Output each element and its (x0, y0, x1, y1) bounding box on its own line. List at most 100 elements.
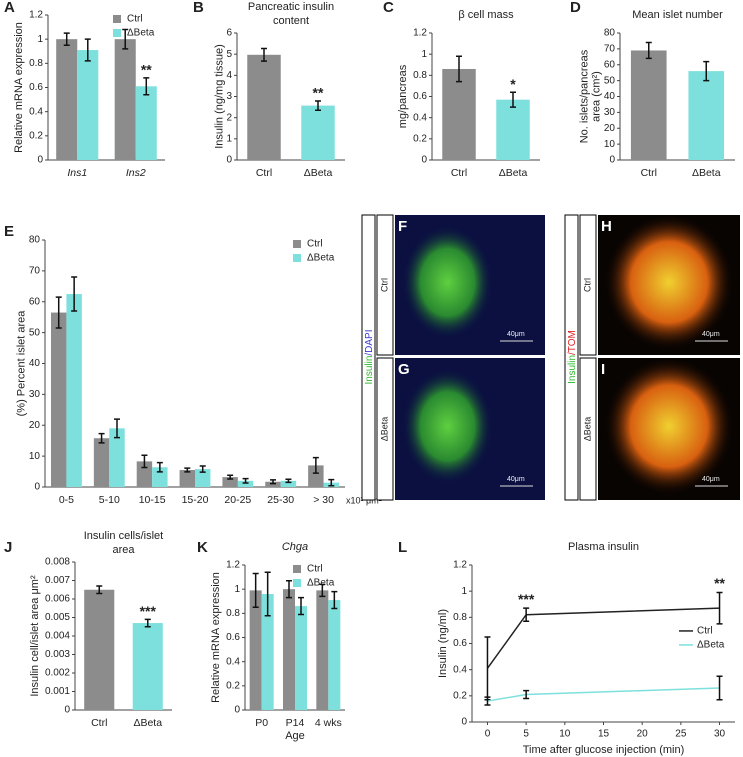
stain-part: Insulin (364, 356, 375, 385)
stain-label: Insulin/TOM (567, 330, 578, 384)
error-bar (523, 689, 530, 700)
y-axis-label: (%) Percent islet area (16, 310, 28, 417)
y-tick-label: 0.8 (413, 70, 427, 81)
chart-title: Insulin cells/islet (84, 530, 163, 542)
bar (222, 477, 238, 487)
significance: ** (141, 62, 152, 78)
bar (496, 99, 530, 160)
error-bar (98, 432, 105, 444)
x-tick-label: Ins1 (67, 167, 87, 179)
x-tick-label: ΔBeta (133, 717, 162, 729)
bar (179, 470, 195, 487)
stain-label: Insulin/DAPI (364, 329, 375, 384)
x-tick-label: Ctrl (641, 167, 657, 179)
legend-swatch (113, 15, 121, 23)
stain-label-box (564, 214, 579, 501)
y-tick-label: 1.2 (29, 10, 43, 21)
chart-title: Plasma insulin (568, 541, 639, 553)
y-tick-label: 60 (604, 59, 616, 70)
x-tick-label: Ctrl (91, 717, 107, 729)
error-bar (456, 55, 462, 83)
x-tick-label: 4 wks (315, 717, 342, 729)
bar (280, 480, 297, 487)
error-bar (156, 461, 163, 473)
y-tick-label: 0.002 (45, 668, 70, 679)
bar (261, 594, 274, 710)
x-tick-label: 15-20 (182, 494, 209, 506)
y-tick-label: 70 (604, 44, 616, 55)
scale-bar-label: 40μm (507, 331, 525, 338)
y-tick-label: 4 (226, 70, 232, 81)
panel-letter: G (398, 361, 410, 378)
y-tick-label: 0 (37, 155, 43, 166)
y-tick-label: 0 (34, 482, 40, 493)
bar (152, 467, 168, 487)
x-tick-label: 15 (598, 729, 610, 740)
x-tick-label: ΔBeta (499, 167, 528, 179)
bar (84, 589, 115, 710)
chart-title: area (112, 544, 135, 556)
y-tick-label: 1 (234, 584, 240, 595)
y-tick-label: 0.001 (45, 686, 70, 697)
panel-letter: F (398, 218, 407, 235)
panel-letter: E (4, 223, 14, 240)
error-bar (319, 583, 326, 598)
y-tick-label: 0.2 (29, 130, 43, 141)
y-axis-label: Relative mRNA expression (13, 22, 25, 153)
legend-label: Ctrl (307, 239, 323, 250)
x-tick-label: 0 (485, 729, 491, 740)
line (487, 687, 720, 702)
stain-part: /DAPI (364, 329, 375, 355)
y-tick-label: 80 (604, 28, 616, 39)
y-axis-label: Insulin (ng/mg tissue) (213, 44, 225, 149)
error-bar (312, 456, 319, 474)
legend-label: Ctrl (127, 14, 143, 25)
panel-letter: L (398, 539, 407, 556)
row-label: Ctrl (582, 278, 592, 292)
error-bar (298, 596, 304, 616)
legend-label: ΔBeta (127, 28, 155, 39)
x-tick-label: 20 (637, 729, 649, 740)
error-bar (523, 607, 530, 623)
y-tick-label: 1.2 (453, 560, 467, 571)
x-tick-label: ΔBeta (304, 167, 333, 179)
y-tick-label: 0.008 (45, 557, 70, 568)
line (486, 607, 720, 669)
y-tick-label: 20 (604, 123, 616, 134)
y-tick-label: 3 (226, 91, 232, 102)
error-bar (285, 478, 292, 484)
x-tick-label: 5 (523, 729, 529, 740)
y-tick-label: 0 (461, 717, 467, 728)
y-axis-label: mg/pancreas (397, 64, 409, 128)
x-tick-label: P14 (286, 717, 305, 729)
panel-letter: K (197, 539, 208, 556)
y-tick-label: 30 (29, 389, 41, 400)
bar (93, 438, 110, 487)
bar (77, 50, 99, 160)
error-bar (114, 418, 120, 439)
error-bar (328, 478, 335, 487)
chart-title: Mean islet number (632, 9, 723, 21)
scale-bar-label: 40μm (507, 476, 525, 483)
y-axis-label: Relative mRNA expression (210, 572, 222, 703)
y-tick-label: 0.8 (453, 612, 467, 623)
legend-swatch (113, 29, 121, 37)
y-tick-label: 0.005 (45, 612, 70, 623)
y-tick-label: 0.4 (29, 106, 43, 117)
bar (132, 623, 163, 710)
error-bar (252, 572, 259, 609)
panel-letter: B (193, 0, 204, 16)
error-bar (716, 675, 723, 701)
y-tick-label: 1 (37, 34, 43, 45)
row-label-box (376, 214, 394, 356)
y-tick-label: 40 (604, 91, 616, 102)
bar (136, 461, 153, 487)
error-bar (331, 590, 338, 610)
y-tick-label: 20 (29, 420, 41, 431)
error-bar (71, 276, 78, 312)
error-bar (144, 618, 151, 628)
y-tick-label: 6 (226, 28, 232, 39)
bar (265, 481, 281, 487)
legend-label: Ctrl (307, 564, 323, 575)
